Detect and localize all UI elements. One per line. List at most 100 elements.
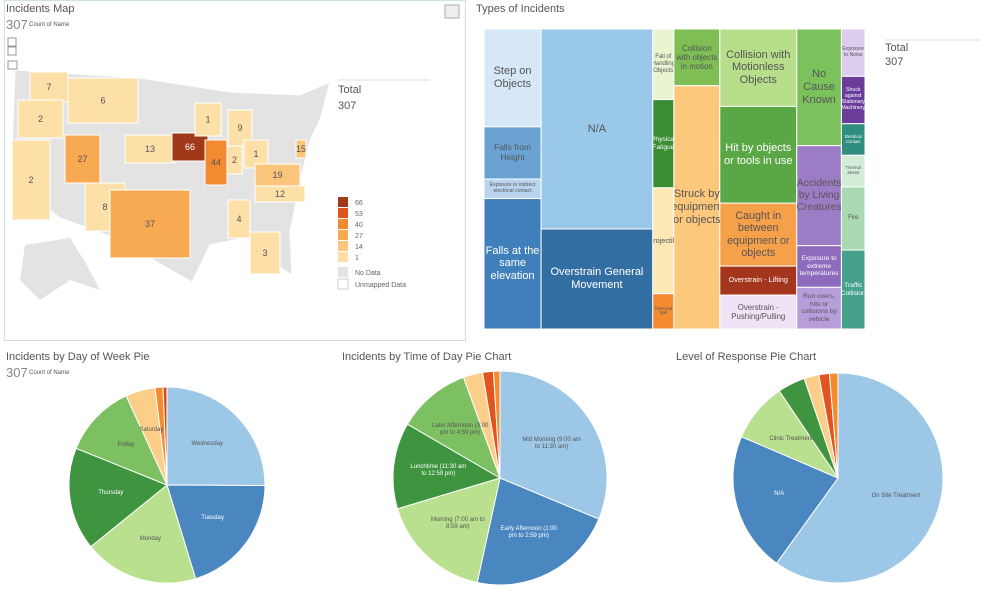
total: 307 <box>338 100 357 112</box>
state-value: 13 <box>145 144 155 154</box>
state <box>226 145 243 175</box>
pie-slice <box>828 372 839 479</box>
state-value: 66 <box>185 142 195 152</box>
pie-slice <box>396 477 501 584</box>
pie-slice <box>392 423 502 510</box>
legend-label: 14 <box>355 244 363 251</box>
state-value: 1 <box>205 115 210 125</box>
slice-label: Friday <box>117 442 135 449</box>
slice-label: Wednesday <box>191 441 224 448</box>
legend-label: 53 <box>355 211 363 218</box>
treemap-cell <box>673 85 721 330</box>
state <box>249 231 281 275</box>
expand-button[interactable] <box>444 4 460 19</box>
alaska <box>20 238 100 300</box>
cell-label: Exposure or indirect electrical contact <box>489 181 536 194</box>
count-label: Count of Name <box>29 22 70 28</box>
state <box>194 102 222 137</box>
pie-slice <box>732 436 839 564</box>
cell-label: Physical Fatigue <box>652 136 674 151</box>
treemap-cell <box>719 294 798 330</box>
legend-swatch <box>338 241 348 251</box>
treemap-title: Types of Incidents <box>476 3 565 15</box>
legend-swatch <box>338 219 348 229</box>
state <box>227 199 251 239</box>
treemap-cell <box>719 265 798 296</box>
cell-label: Exposure to extreme temperatures <box>799 255 839 278</box>
treemap-cell <box>719 105 798 204</box>
map-panel <box>4 0 466 341</box>
pie-title: Incidents by Time of Day Pie Chart <box>342 351 512 363</box>
state-value: 2 <box>28 175 33 185</box>
cell-label: Electrical Contact <box>844 133 862 144</box>
pie-title: Level of Response Pie Chart <box>676 351 817 363</box>
pie-slice <box>166 484 266 580</box>
cell-label: Collision with objects in motion <box>676 43 718 71</box>
pie-title: Incidents by Day of Week Pie <box>6 351 150 363</box>
legend-label: 27 <box>355 233 363 240</box>
cell-label: Overstrain General Movement <box>550 266 644 291</box>
cell-label: Run overs, hits or collisions by vehicle <box>801 292 837 323</box>
zoom-out[interactable] <box>7 46 17 56</box>
zoom-in[interactable] <box>7 37 17 47</box>
cell-label: Struck against Stationary Machinery <box>841 87 865 111</box>
pie-slice <box>162 386 168 486</box>
state-value: 2 <box>38 114 43 124</box>
slice-label: Mid Morning (9:00 am to 11:30 am) <box>522 436 581 450</box>
state-value: 4 <box>236 214 241 224</box>
cell-label: N/A <box>587 122 607 135</box>
cell-label: Fire <box>848 215 859 222</box>
total-label: Total <box>885 42 909 54</box>
state-value: 2 <box>232 155 237 165</box>
cell-label: Collision with Motionless Objects <box>726 48 791 87</box>
state <box>17 99 64 139</box>
legend-label: 66 <box>355 200 363 207</box>
treemap-cell <box>540 228 654 330</box>
cell-label: Chemical Spill <box>654 305 673 316</box>
pie-slice <box>90 484 197 584</box>
total: 307 <box>885 56 904 68</box>
cell-label: Step on Objects <box>493 65 532 90</box>
legend-swatch <box>338 197 348 207</box>
pie-slice <box>775 372 944 584</box>
state <box>109 189 191 259</box>
state <box>67 77 139 124</box>
state <box>254 185 306 203</box>
map-title: Incidents Map <box>6 3 75 15</box>
map-tool[interactable] <box>7 60 18 70</box>
cell-label: Exposure to Noise <box>842 45 865 58</box>
legend-swatch <box>338 230 348 240</box>
pie-slice <box>499 370 608 520</box>
legend-swatch <box>338 208 348 218</box>
cell-label: Overstrain - Pushing/Pulling <box>731 303 786 322</box>
state-value: 19 <box>272 170 282 180</box>
state-value: 6 <box>100 96 105 106</box>
legend-swatch <box>338 267 348 277</box>
legend-swatch <box>337 278 349 290</box>
state <box>29 71 69 103</box>
state <box>124 134 176 164</box>
slice-label: Lunchtime (11:30 am to 12:59 pm) <box>410 463 467 477</box>
slice-label: Later Afternoon (3:00 pm to 4:59 pm) <box>432 423 489 437</box>
state <box>171 132 209 162</box>
slice-label: On Site Treatment <box>871 493 921 500</box>
state <box>64 134 101 184</box>
cell-label: Falls from Height <box>494 142 531 162</box>
count: 307 <box>6 365 28 380</box>
state-value: 15 <box>296 144 306 154</box>
count-label: Count of Name <box>29 370 70 376</box>
treemap-cell <box>796 286 842 330</box>
state-value: 37 <box>145 219 155 229</box>
pie-slice <box>492 370 501 479</box>
slice-label: Saturday <box>139 426 164 433</box>
pie-slice <box>406 376 501 480</box>
slice-label: Clinic Treatment <box>769 435 813 442</box>
state-value: 7 <box>46 82 51 92</box>
treemap-cell <box>483 198 542 330</box>
cell-label: Traffic Collision <box>841 281 865 297</box>
legend-label: 1 <box>355 255 359 262</box>
cell-label: Hit by objects or tools in use <box>724 142 793 167</box>
cell-label: Falls at the same elevation <box>485 244 540 283</box>
